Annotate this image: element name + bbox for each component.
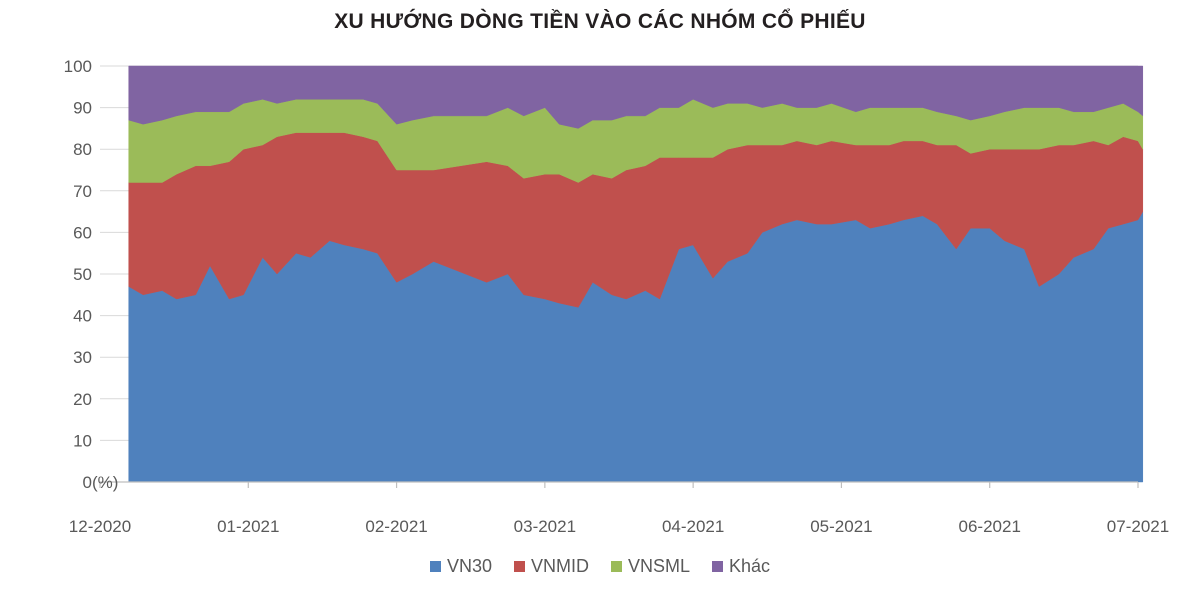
legend-item-vn30: VN30 [429, 556, 492, 577]
x-tick-label: 02-2021 [365, 517, 427, 536]
legend-swatch [712, 561, 723, 572]
x-tick-label: 03-2021 [514, 517, 576, 536]
area-khác [128, 65, 1144, 129]
x-axis [99, 481, 1139, 488]
y-tick-labels: 0 10 20 30 40 50 60 70 80 90 100 (%) [64, 57, 119, 492]
x-tick-labels: 12-2020 01-2021 02-2021 03-2021 04-2021 05-20… [69, 517, 1169, 536]
legend-label: VNMID [530, 556, 589, 576]
legend-label: VN30 [446, 556, 492, 576]
chart-title: XU HƯỚNG DÒNG TIỀN VÀO CÁC NHÓM CỔ PHIẾU [334, 10, 866, 33]
legend-swatch [513, 561, 525, 572]
y-tick-label: 0 [83, 473, 92, 492]
legend-swatch [610, 561, 622, 572]
series-areas [128, 65, 1144, 483]
legend-item-vnmid: VNMID [513, 556, 589, 577]
y-unit-label: (%) [92, 473, 118, 492]
y-tick-label: 60 [73, 223, 92, 242]
x-tick-label: 05-2021 [810, 517, 872, 536]
y-tick-label: 10 [73, 431, 92, 450]
chart-legend: VN30 VNMID VNSML Khác [0, 556, 1200, 577]
x-tick-label: 04-2021 [662, 517, 724, 536]
y-tick-label: 50 [73, 265, 92, 284]
y-tick-label: 70 [73, 182, 92, 201]
legend-item-vnsml: VNSML [610, 556, 690, 577]
y-tick-label: 100 [64, 57, 92, 76]
y-tick-label: 20 [73, 390, 92, 409]
x-tick-label: 01-2021 [217, 517, 279, 536]
legend-label: VNSML [627, 556, 690, 576]
legend-swatch [429, 561, 441, 572]
y-tick-label: 80 [73, 140, 92, 159]
y-tick-label: 90 [73, 99, 92, 118]
y-tick-label: 40 [73, 307, 92, 326]
x-tick-label: 12-2020 [69, 517, 131, 536]
x-tick-label: 06-2021 [959, 517, 1021, 536]
legend-label: Khác [729, 556, 771, 576]
legend-item-khác: Khác [712, 556, 770, 577]
x-tick-label: 07-2021 [1107, 517, 1169, 536]
y-tick-label: 30 [73, 348, 92, 367]
